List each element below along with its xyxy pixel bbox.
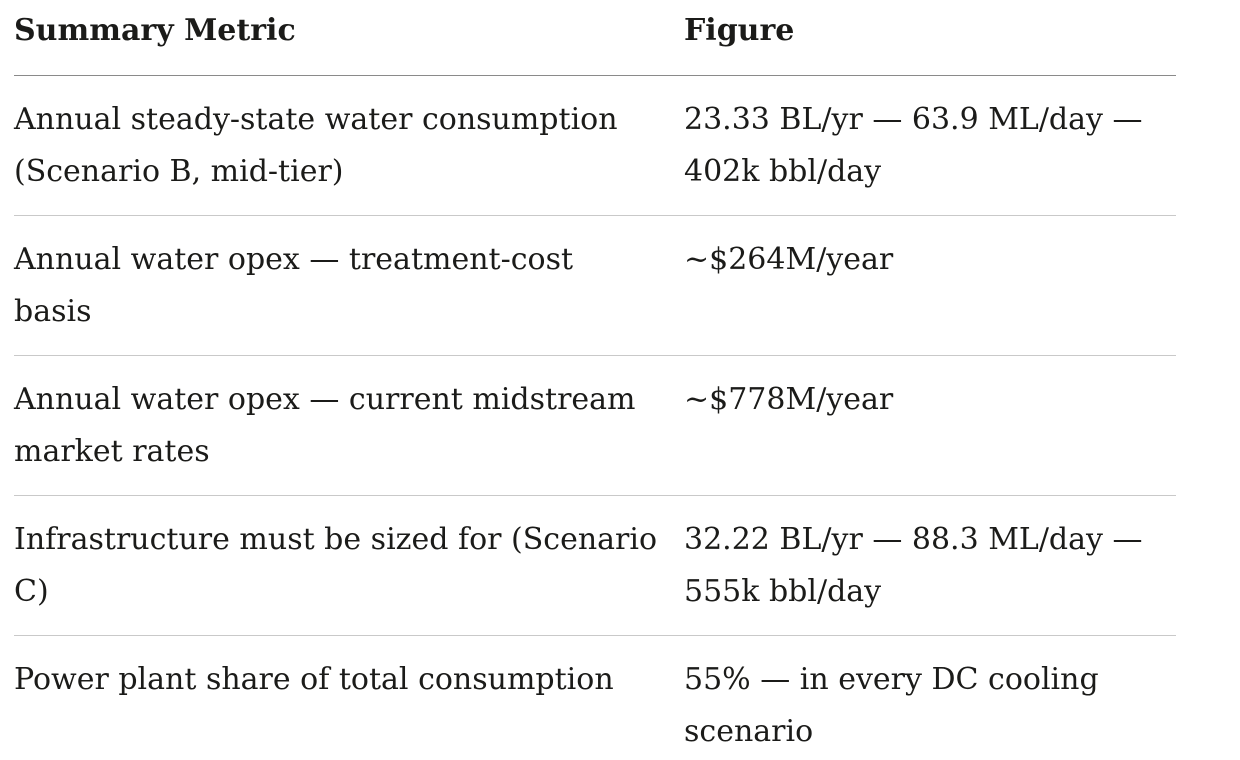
figure-cell: ~$264M/year	[684, 215, 1176, 356]
table-row: Power plant share of total consumption 5…	[14, 635, 1176, 760]
column-header-figure: Figure	[684, 0, 1176, 76]
table-row: Annual water opex — current midstream ma…	[14, 355, 1176, 496]
table-row: Annual water opex — treatment-cost basis…	[14, 215, 1176, 356]
metric-cell: Annual steady-state water consumption (S…	[14, 75, 684, 216]
figure-cell: ~$778M/year	[684, 355, 1176, 496]
summary-table: Summary Metric Figure Annual steady-stat…	[14, 0, 1176, 760]
metric-cell: Annual water opex — current midstream ma…	[14, 355, 684, 496]
summary-table-container: Summary Metric Figure Annual steady-stat…	[14, 0, 1176, 760]
table-header-row: Summary Metric Figure	[14, 0, 1176, 76]
figure-cell: 23.33 BL/yr — 63.9 ML/day — 402k bbl/day	[684, 75, 1176, 216]
figure-cell: 32.22 BL/yr — 88.3 ML/day — 555k bbl/day	[684, 495, 1176, 636]
column-header-summary-metric: Summary Metric	[14, 0, 684, 76]
table-row: Annual steady-state water consumption (S…	[14, 75, 1176, 216]
metric-cell: Annual water opex — treatment-cost basis	[14, 215, 684, 356]
metric-cell: Infrastructure must be sized for (Scenar…	[14, 495, 684, 636]
table-row: Infrastructure must be sized for (Scenar…	[14, 495, 1176, 636]
figure-cell: 55% — in every DC cooling scenario	[684, 635, 1176, 760]
metric-cell: Power plant share of total consumption	[14, 635, 684, 760]
